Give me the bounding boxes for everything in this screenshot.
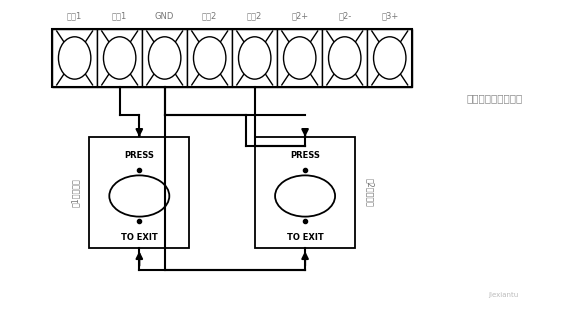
Bar	[52, 29, 97, 87]
Bar	[89, 137, 189, 248]
Text: jlexiantu: jlexiantu	[489, 292, 519, 298]
Text: PRESS: PRESS	[290, 151, 320, 160]
Ellipse shape	[148, 37, 181, 79]
Ellipse shape	[194, 37, 226, 79]
Ellipse shape	[104, 37, 136, 79]
Bar	[322, 29, 367, 87]
Text: 锁2+: 锁2+	[291, 12, 308, 21]
Bar	[52, 29, 412, 87]
Bar	[277, 29, 322, 87]
Text: 锁2-: 锁2-	[338, 12, 351, 21]
Text: 锁3+: 锁3+	[381, 12, 398, 21]
Text: 开门2: 开门2	[247, 12, 262, 21]
Ellipse shape	[238, 37, 271, 79]
Text: 门1开门按钮: 门1开门按钮	[70, 178, 80, 207]
Text: TO EXIT: TO EXIT	[121, 233, 158, 242]
Text: 门2开门按钮: 门2开门按钮	[365, 178, 374, 207]
Text: GND: GND	[155, 12, 174, 21]
Text: 电气组外部接线端子: 电气组外部接线端子	[466, 93, 523, 103]
Ellipse shape	[284, 37, 316, 79]
Text: TO EXIT: TO EXIT	[286, 233, 323, 242]
Bar	[142, 29, 187, 87]
Bar	[97, 29, 142, 87]
Text: PRESS: PRESS	[124, 151, 154, 160]
Text: 门磁1: 门磁1	[67, 12, 83, 21]
Ellipse shape	[275, 175, 335, 217]
Bar	[232, 29, 277, 87]
Bar	[255, 137, 355, 248]
Bar	[187, 29, 232, 87]
Ellipse shape	[328, 37, 361, 79]
Text: 开门1: 开门1	[112, 12, 127, 21]
Ellipse shape	[109, 175, 169, 217]
Text: 门磁2: 门磁2	[202, 12, 217, 21]
Bar	[367, 29, 412, 87]
Ellipse shape	[58, 37, 91, 79]
Ellipse shape	[374, 37, 406, 79]
